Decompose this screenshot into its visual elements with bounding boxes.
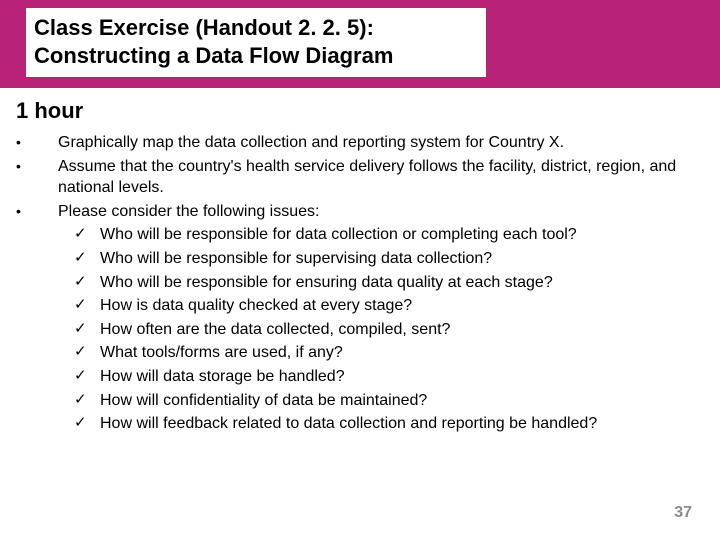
bullet-marker: • [16, 156, 58, 176]
page-number: 37 [674, 504, 692, 522]
check-icon: ✓ [74, 272, 100, 292]
sub-bullet-text: Who will be responsible for data collect… [100, 224, 700, 246]
sub-bullet-text: How will feedback related to data collec… [100, 413, 700, 435]
title-line-2: Constructing a Data Flow Diagram [34, 42, 466, 70]
bullet-marker: • [16, 201, 58, 221]
bullet-item: • Assume that the country's health servi… [16, 156, 700, 199]
sub-bullet-item: ✓ How is data quality checked at every s… [74, 295, 700, 317]
check-icon: ✓ [74, 390, 100, 410]
check-icon: ✓ [74, 295, 100, 315]
sub-bullet-item: ✓ How will data storage be handled? [74, 366, 700, 388]
bullet-item: • Graphically map the data collection an… [16, 132, 700, 154]
check-icon: ✓ [74, 248, 100, 268]
sub-bullet-list: ✓ Who will be responsible for data colle… [74, 224, 700, 434]
sub-bullet-text: How is data quality checked at every sta… [100, 295, 700, 317]
sub-bullet-item: ✓ How will feedback related to data coll… [74, 413, 700, 435]
bullet-marker: • [16, 132, 58, 152]
sub-bullet-item: ✓ How often are the data collected, comp… [74, 319, 700, 341]
bullet-text: Assume that the country's health service… [58, 156, 700, 199]
sub-bullet-item: ✓ What tools/forms are used, if any? [74, 342, 700, 364]
duration-heading: 1 hour [16, 98, 720, 124]
sub-bullet-text: Who will be responsible for ensuring dat… [100, 272, 700, 294]
header-bar: Class Exercise (Handout 2. 2. 5): Constr… [0, 0, 720, 88]
check-icon: ✓ [74, 224, 100, 244]
title-box: Class Exercise (Handout 2. 2. 5): Constr… [26, 8, 486, 77]
sub-bullet-text: How will data storage be handled? [100, 366, 700, 388]
bullet-text: Please consider the following issues: [58, 201, 700, 223]
check-icon: ✓ [74, 366, 100, 386]
check-icon: ✓ [74, 342, 100, 362]
sub-bullet-item: ✓ Who will be responsible for data colle… [74, 224, 700, 246]
sub-bullet-item: ✓ How will confidentiality of data be ma… [74, 390, 700, 412]
sub-bullet-item: ✓ Who will be responsible for supervisin… [74, 248, 700, 270]
bullet-item: • Please consider the following issues: [16, 201, 700, 223]
title-line-1: Class Exercise (Handout 2. 2. 5): [34, 14, 466, 42]
check-icon: ✓ [74, 413, 100, 433]
bullet-list: • Graphically map the data collection an… [16, 132, 700, 435]
bullet-text: Graphically map the data collection and … [58, 132, 700, 154]
sub-bullet-text: Who will be responsible for supervising … [100, 248, 700, 270]
sub-bullet-item: ✓ Who will be responsible for ensuring d… [74, 272, 700, 294]
sub-bullet-text: How often are the data collected, compil… [100, 319, 700, 341]
sub-bullet-text: What tools/forms are used, if any? [100, 342, 700, 364]
check-icon: ✓ [74, 319, 100, 339]
sub-bullet-text: How will confidentiality of data be main… [100, 390, 700, 412]
